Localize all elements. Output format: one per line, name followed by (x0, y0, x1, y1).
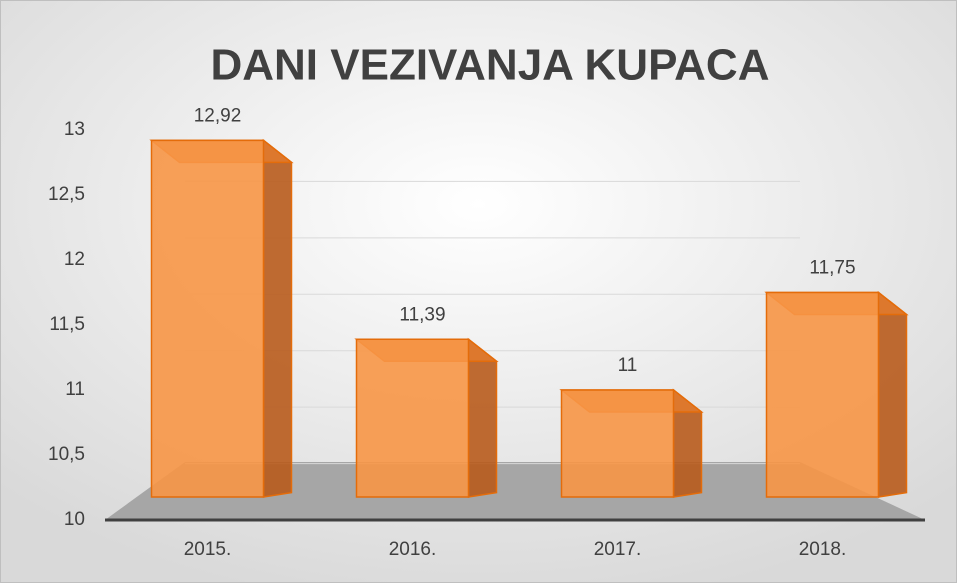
x-tick-label: 2018. (799, 539, 847, 560)
chart-title: DANI VEZIVANJA KUPACA (210, 41, 769, 90)
y-tick-label: 10 (64, 509, 85, 530)
bar-side (262, 138, 293, 498)
bar (149, 138, 294, 498)
value-label: 11 (618, 355, 638, 376)
value-label: 12,92 (194, 105, 242, 126)
y-tick-label: 11,5 (49, 314, 85, 335)
y-tick-label: 12 (64, 249, 85, 270)
bar-side (467, 337, 498, 498)
bar-front (355, 338, 470, 498)
bar (559, 388, 704, 498)
y-tick-label: 13 (64, 119, 85, 140)
x-tick-label: 2017. (594, 539, 642, 560)
y-tick-label: 10,5 (48, 444, 85, 465)
value-label: 11,75 (809, 258, 855, 279)
bar (764, 290, 909, 498)
y-tick-label: 12,5 (48, 184, 85, 205)
bar-side (877, 290, 908, 498)
floor (105, 462, 925, 520)
x-tick-label: 2016. (389, 539, 437, 560)
bar-front (765, 291, 880, 498)
bar-front (560, 389, 675, 498)
x-tick-label: 2015. (184, 539, 232, 560)
bar (354, 337, 499, 498)
y-tick-label: 11 (65, 379, 85, 400)
value-label: 11,39 (399, 304, 445, 325)
bar-front (150, 139, 265, 498)
